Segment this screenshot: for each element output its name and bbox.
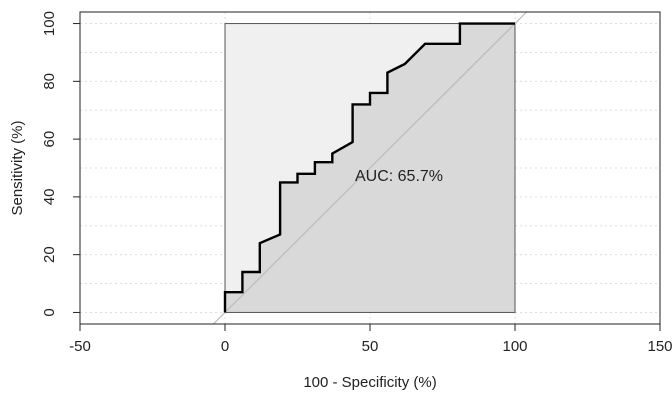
x-tick-label: 0 (221, 338, 229, 355)
diagonal-reference-line (212, 11, 528, 325)
y-tick-label: 60 (41, 131, 58, 148)
x-tick-label: 50 (362, 338, 379, 355)
y-tick-label: 20 (41, 246, 58, 263)
x-tick-label: 100 (502, 338, 527, 355)
x-tick-label: 150 (647, 338, 672, 355)
x-tick-label: -50 (69, 338, 91, 355)
roc-box-border (224, 23, 516, 313)
axes: -50 0 50 100 150 0 20 40 60 80 100 (41, 11, 672, 355)
y-tick-label: 40 (41, 189, 58, 206)
roc-curve-group (223, 22, 515, 313)
reference-line (212, 11, 528, 325)
y-axis-title: Sensitivity (%) (9, 120, 26, 215)
auc-annotation: AUC: 65.7% (355, 168, 443, 185)
y-tick-label: 0 (41, 308, 58, 316)
text-labels: 100 - Specificity (%) Sensitivity (%) AU… (9, 120, 443, 391)
y-tick-label: 80 (41, 73, 58, 90)
roc-curve-line (223, 22, 515, 313)
y-tick-label: 100 (41, 11, 58, 36)
x-axis-title: 100 - Specificity (%) (303, 374, 436, 391)
